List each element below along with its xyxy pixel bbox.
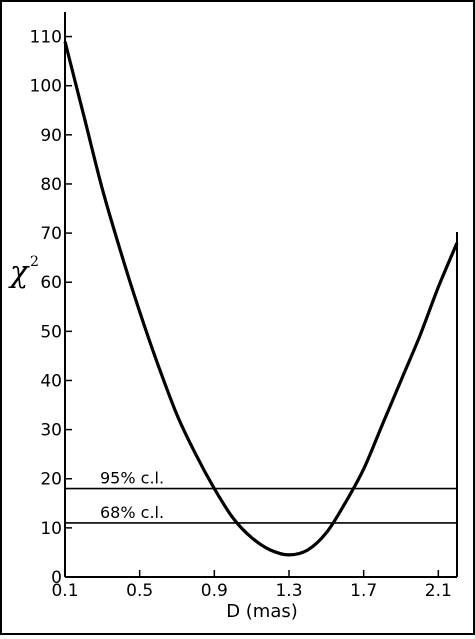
y-axis-label: χ 2 — [8, 254, 39, 290]
y-tick-label: 20 — [40, 470, 62, 490]
curve-point — [251, 537, 253, 539]
curve-point — [157, 365, 159, 367]
curve-point — [363, 468, 365, 470]
curve-point — [176, 414, 178, 416]
y-tick-label: 110 — [30, 28, 62, 48]
curve-point — [64, 41, 66, 43]
x-tick-label: 0.5 — [126, 581, 153, 601]
plot-area: 0 10 20 30 40 50 60 70 80 90 100 110 0.1 0.5 0.9 1.3 1.7… — [30, 12, 459, 601]
y-tick-label: 90 — [40, 126, 62, 146]
confidence-level-label: 95% c.l. — [100, 469, 164, 488]
curve-point — [419, 335, 421, 337]
curve-point — [101, 188, 103, 190]
y-tick-label: 30 — [40, 421, 62, 441]
y-axis-label-superscript: 2 — [30, 254, 39, 270]
y-tick-label: 40 — [40, 371, 62, 391]
curve-point — [344, 502, 346, 504]
confidence-level-label: 68% c.l. — [100, 503, 164, 522]
y-tick-label: 50 — [40, 322, 62, 342]
curve-point — [400, 380, 402, 382]
x-tick-label: 1.7 — [350, 581, 377, 601]
curve-point — [232, 517, 234, 519]
x-tick-label: 1.3 — [275, 581, 302, 601]
y-axis-label-symbol: χ — [8, 255, 30, 290]
y-tick-label: 60 — [40, 273, 62, 293]
curve-point — [195, 453, 197, 455]
curve-point — [83, 114, 85, 116]
y-tick-label: 80 — [40, 175, 62, 195]
x-axis-label: D (mas) — [226, 601, 298, 622]
curve-point — [381, 424, 383, 426]
y-tick-label: 70 — [40, 224, 62, 244]
curve-point — [139, 311, 141, 313]
curve-point — [456, 242, 458, 244]
curve-point — [269, 549, 271, 551]
x-tick-label: 0.9 — [201, 581, 228, 601]
curve-point — [437, 286, 439, 288]
x-tick-label: 2.1 — [425, 581, 452, 601]
y-tick-label: 0 — [51, 568, 62, 588]
y-tick-label: 100 — [30, 77, 62, 97]
chi-square-curve — [63, 41, 459, 557]
curve-point — [307, 549, 309, 551]
curve-point — [325, 532, 327, 534]
curve-point — [213, 488, 215, 490]
y-tick-label: 10 — [40, 519, 62, 539]
curve-point — [120, 252, 122, 254]
curve-point — [288, 554, 290, 556]
x-tick-label: 0.1 — [51, 581, 78, 601]
